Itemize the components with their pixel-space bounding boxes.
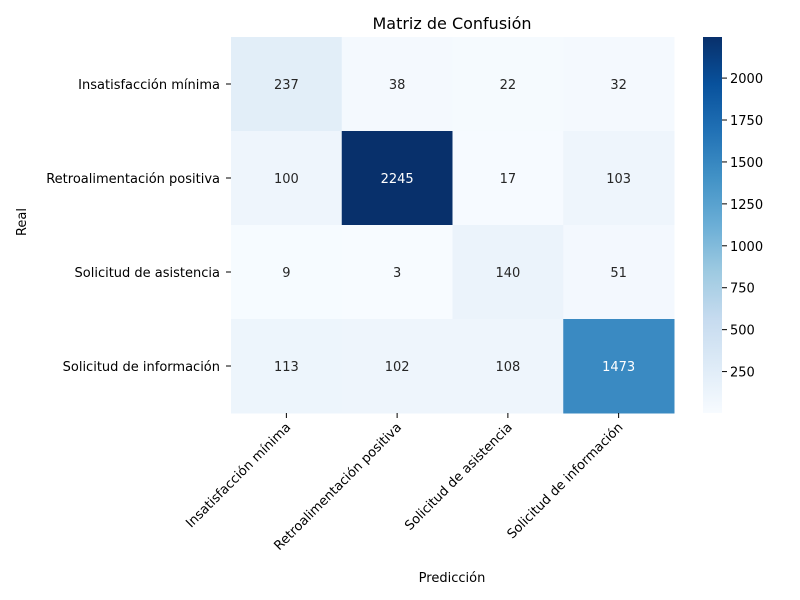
x-tick-label: Retroalimentación positiva [271, 420, 404, 553]
cell-value-label: 237 [274, 78, 299, 93]
cell-value-label: 51 [610, 266, 627, 281]
cell-value-label: 108 [495, 360, 520, 375]
heatmap-cell [452, 319, 564, 414]
x-tick-label: Insatisfacción mínima [183, 420, 294, 531]
heatmap-cell [341, 131, 453, 226]
cell-value-label: 32 [610, 78, 627, 93]
colorbar-tick-label: 1250 [730, 198, 763, 213]
cell-value-label: 38 [389, 78, 406, 93]
colorbar [703, 37, 722, 413]
heatmap-cell [231, 225, 343, 320]
heatmap-cell [452, 131, 564, 226]
colorbar-tick-label: 2000 [730, 72, 763, 87]
colorbar-tick-label: 1000 [730, 240, 763, 255]
chart-title: Matriz de Confusión [372, 14, 531, 33]
heatmap-cell [341, 37, 453, 132]
colorbar-tick-label: 1500 [730, 156, 763, 171]
y-axis-label: Real [15, 208, 30, 236]
heatmap-cell [231, 37, 343, 132]
cell-value-label: 103 [606, 172, 631, 187]
cell-value-label: 113 [274, 360, 299, 375]
heatmap-cell [452, 37, 564, 132]
x-axis-label: Predicción [419, 571, 486, 586]
cell-value-label: 2245 [381, 172, 414, 187]
heatmap-cell [563, 37, 675, 132]
colorbar-ticks: 250 500 750 1000 1250 1500 1750 2000 [722, 72, 763, 381]
cell-value-label: 1473 [602, 360, 635, 375]
heatmap-cell [563, 319, 675, 414]
cell-value-label: 9 [282, 266, 290, 281]
heatmap-cell [452, 225, 564, 320]
cell-value-label: 17 [500, 172, 517, 187]
cell-value-label: 102 [385, 360, 410, 375]
y-tick-label: Retroalimentación positiva [46, 172, 220, 187]
heatmap-cell [563, 225, 675, 320]
heatmap-cell [563, 131, 675, 226]
y-tick-label: Solicitud de información [63, 360, 220, 375]
heatmap-cell [341, 225, 453, 320]
heatmap-cell [231, 319, 343, 414]
cell-value-label: 100 [274, 172, 299, 187]
colorbar-tick-label: 1750 [730, 114, 763, 129]
heatmap-cell [231, 131, 343, 226]
colorbar-tick-label: 500 [730, 324, 755, 339]
heatmap-cells [231, 37, 675, 414]
y-tick-label: Solicitud de asistencia [75, 266, 220, 281]
x-tick-label: Solicitud de información [505, 420, 627, 542]
cell-value-label: 140 [495, 266, 520, 281]
heatmap-cell-labels: 237 38 22 32 100 2245 17 103 9 3 140 51 113 102 108 147… [274, 78, 635, 375]
y-axis-ticks: Insatisfacción mínima Retroalimentación p… [46, 78, 231, 375]
x-tick-label: Solicitud de asistencia [402, 420, 515, 533]
y-tick-label: Insatisfacción mínima [78, 78, 220, 93]
colorbar-tick-label: 250 [730, 366, 755, 381]
heatmap-cell [341, 319, 453, 414]
cell-value-label: 22 [500, 78, 517, 93]
colorbar-tick-label: 750 [730, 282, 755, 297]
cell-value-label: 3 [393, 266, 401, 281]
